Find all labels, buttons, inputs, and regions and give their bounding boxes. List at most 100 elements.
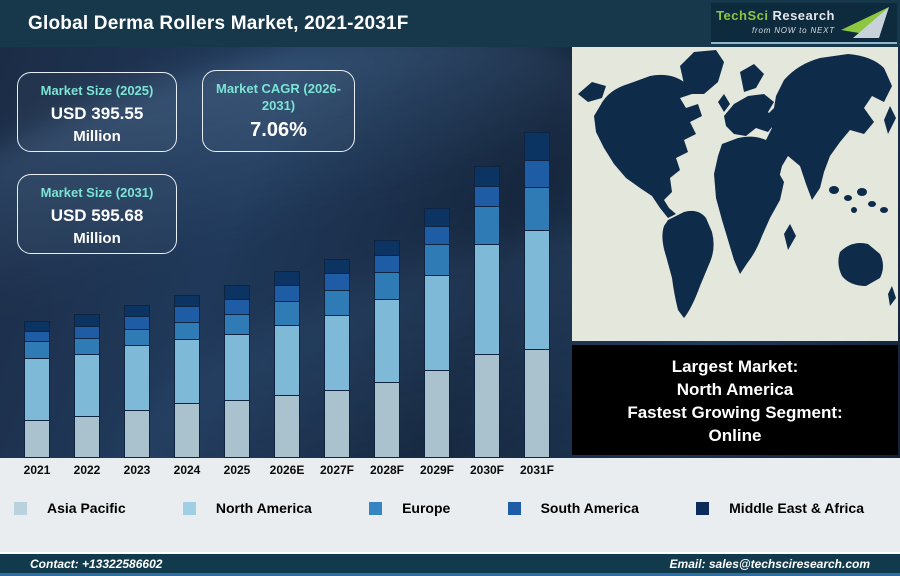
bar-2027F — [324, 259, 350, 458]
x-axis-label: 2026E — [269, 463, 305, 477]
bar-segment — [474, 354, 500, 458]
logo-brand-secondary: Research — [772, 7, 835, 23]
bar-segment — [324, 259, 350, 273]
x-axis-label: 2027F — [319, 463, 355, 477]
x-axis-label: 2031F — [519, 463, 555, 477]
bar-segment — [224, 299, 250, 314]
x-axis-label: 2029F — [419, 463, 455, 477]
bar-segment — [224, 334, 250, 400]
bar-segment — [274, 325, 300, 395]
legend-swatch — [14, 501, 27, 515]
bar-segment — [24, 341, 50, 358]
logo-text: TechSci Research from NOW to NEXT — [716, 9, 835, 37]
stat-label: Market Size (2031) — [40, 185, 154, 200]
legend-item: Asia Pacific — [14, 500, 126, 516]
bar-2030F — [474, 166, 500, 458]
bar-segment — [174, 403, 200, 458]
market-cagr-box: Market CAGR (2026-2031) 7.06% — [202, 70, 355, 152]
world-map — [572, 42, 898, 341]
bar-segment — [524, 349, 550, 458]
x-axis-label: 2028F — [369, 463, 405, 477]
bar-segment — [24, 358, 50, 420]
bar-segment — [74, 354, 100, 416]
techsci-logo: TechSci Research from NOW to NEXT — [711, 3, 897, 44]
x-axis-label: 2030F — [469, 463, 505, 477]
bar-segment — [274, 301, 300, 325]
footer: Contact: +13322586602 Email: sales@techs… — [0, 552, 900, 576]
legend-swatch — [369, 501, 383, 515]
bar-segment — [174, 306, 200, 322]
x-axis-label: 2024 — [173, 463, 201, 477]
contact-email: Email: sales@techsciresearch.com — [669, 556, 870, 571]
x-axis-label: 2022 — [73, 463, 101, 477]
legend-item: South America — [507, 500, 639, 516]
bar-segment — [174, 322, 200, 339]
logo-tagline: from NOW to NEXT — [751, 25, 835, 35]
bar-segment — [474, 206, 500, 244]
bar-segment — [124, 410, 150, 458]
bar-segment — [124, 305, 150, 316]
legend-item: North America — [182, 500, 312, 516]
bar-segment — [424, 208, 450, 226]
bar-segment — [474, 166, 500, 186]
bar-2021 — [24, 321, 50, 458]
market-info-panel: Largest Market: North America Fastest Gr… — [572, 345, 898, 455]
legend-label: Europe — [402, 500, 451, 516]
x-axis-label: 2021 — [23, 463, 51, 477]
bar-2026E — [274, 271, 300, 458]
legend: Asia Pacific North America Europe South Ame… — [0, 500, 900, 516]
largest-market-value: North America — [676, 380, 794, 399]
legend-swatch — [696, 501, 710, 515]
bar-segment — [124, 316, 150, 329]
bar-segment — [374, 272, 400, 299]
bar-segment — [324, 390, 350, 458]
legend-label: Asia Pacific — [47, 500, 126, 516]
bar-segment — [524, 187, 550, 230]
market-size-2031-box: Market Size (2031) USD 595.68 Million — [17, 174, 177, 254]
x-axis-label: 2025 — [223, 463, 251, 477]
stat-unit: Million — [73, 230, 121, 247]
x-axis-label: 2023 — [123, 463, 151, 477]
bar-segment — [224, 400, 250, 458]
bar-segment — [174, 339, 200, 403]
bar-segment — [474, 244, 500, 354]
bar-segment — [74, 326, 100, 338]
stat-label: Market CAGR (2026-2031) — [216, 81, 341, 113]
bar-segment — [74, 314, 100, 326]
bar-segment — [74, 416, 100, 458]
bar-segment — [324, 273, 350, 290]
bar-segment — [374, 382, 400, 458]
bar-segment — [124, 345, 150, 410]
legend-label: Middle East & Africa — [729, 500, 864, 516]
bar-segment — [424, 370, 450, 458]
legend-item: Europe — [369, 500, 450, 516]
bar-segment — [24, 331, 50, 341]
bar-2025 — [224, 285, 250, 458]
bar-segment — [374, 240, 400, 255]
bar-segment — [24, 321, 50, 331]
bar-segment — [524, 132, 550, 160]
bar-2022 — [74, 314, 100, 458]
bar-segment — [224, 285, 250, 299]
bar-segment — [324, 315, 350, 390]
bar-segment — [374, 299, 400, 382]
header: Global Derma Rollers Market, 2021-2031F … — [0, 0, 900, 47]
bar-segment — [524, 160, 550, 187]
axis-legend-strip: 2021 2022 2023 2024 2025 2026E 2027F 2028F 2029F… — [0, 458, 900, 552]
stat-value: 7.06% — [250, 119, 307, 141]
legend-swatch — [182, 501, 196, 515]
contact-phone: Contact: +13322586602 — [30, 556, 163, 571]
fastest-segment-label: Fastest Growing Segment: — [627, 403, 843, 422]
legend-label: South America — [540, 500, 639, 516]
legend-item: Middle East & Africa — [696, 500, 864, 516]
bar-2023 — [124, 305, 150, 458]
bar-2024 — [174, 295, 200, 458]
bar-2028F — [374, 240, 400, 458]
stat-unit: Million — [73, 128, 121, 145]
bar-segment — [374, 255, 400, 272]
bar-segment — [24, 420, 50, 458]
bar-segment — [324, 290, 350, 315]
stat-value: USD 395.55 — [50, 104, 144, 123]
legend-label: North America — [215, 500, 312, 516]
